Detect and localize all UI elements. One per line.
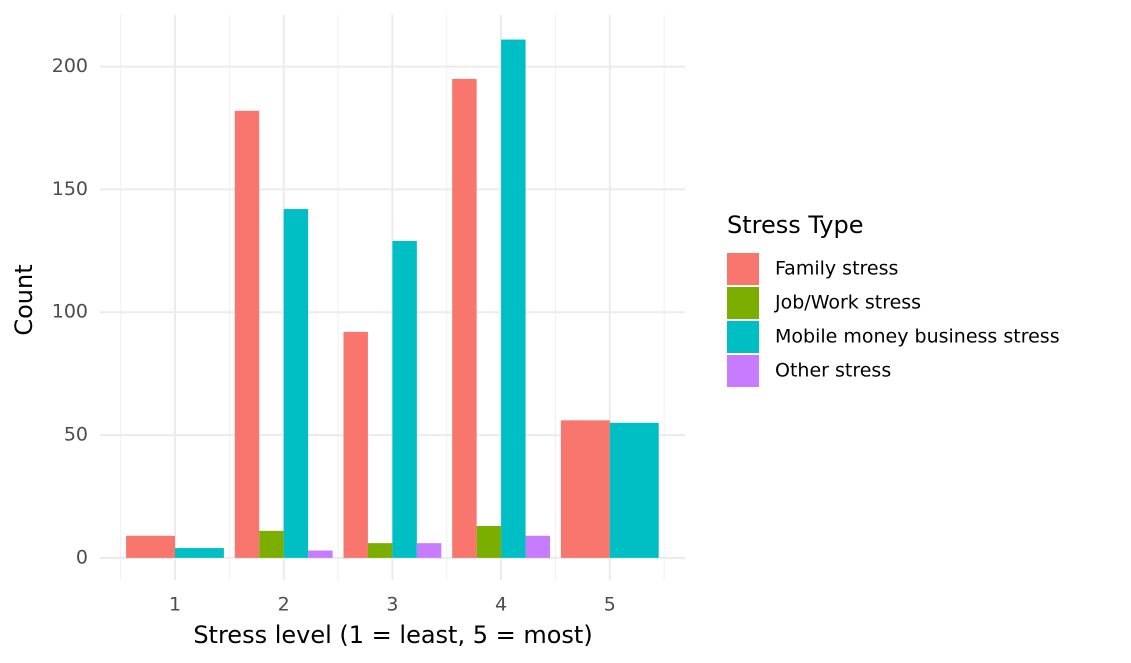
y-tick-label: 50 <box>64 424 88 446</box>
bar <box>476 525 502 558</box>
bar <box>367 543 393 558</box>
bar <box>416 543 442 558</box>
bar <box>234 110 260 558</box>
bar <box>392 241 417 558</box>
legend-key <box>727 321 759 353</box>
bar <box>126 535 175 558</box>
legend-label: Family stress <box>775 258 898 280</box>
y-tick-label: 200 <box>52 55 88 77</box>
bar <box>525 535 551 558</box>
legend-label: Job/Work stress <box>774 292 921 314</box>
bar <box>501 39 526 558</box>
y-tick-label: 150 <box>52 178 88 200</box>
bar <box>259 530 284 558</box>
legend-title: Stress Type <box>727 211 864 239</box>
x-tick-label: 5 <box>604 594 616 616</box>
bar <box>452 78 477 558</box>
bar <box>283 209 309 558</box>
x-tick-label: 4 <box>495 594 507 616</box>
x-tick-label: 1 <box>169 594 181 616</box>
bar <box>308 550 333 558</box>
legend-key <box>727 355 759 387</box>
y-tick-label: 100 <box>52 301 88 323</box>
legend-key <box>727 253 759 285</box>
bar <box>560 420 610 558</box>
x-tick-label: 3 <box>386 594 398 616</box>
bar <box>609 422 659 558</box>
bar <box>343 331 368 558</box>
x-axis-title: Stress level (1 = least, 5 = most) <box>193 621 592 649</box>
legend-key <box>727 287 759 319</box>
bar <box>175 548 224 558</box>
legend-label: Mobile money business stress <box>775 326 1060 348</box>
legend-label: Other stress <box>775 360 891 382</box>
y-tick-label: 0 <box>76 546 88 568</box>
y-axis-title: Count <box>10 264 38 335</box>
x-tick-label: 2 <box>278 594 290 616</box>
